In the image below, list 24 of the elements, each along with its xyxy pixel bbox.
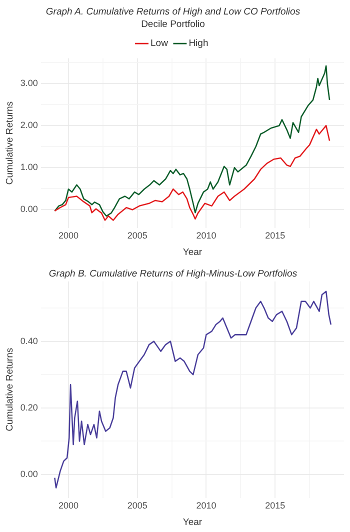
y-axis-title: Cumulative Returns <box>4 348 16 432</box>
y-tick-label: 0.00 <box>20 204 38 214</box>
y-axis-title: Cumulative Returns <box>4 101 16 185</box>
x-tick-label: 2000 <box>58 500 78 511</box>
x-tick-label: 2015 <box>265 230 286 241</box>
legend-label: High <box>188 38 208 50</box>
y-tick-label: 0.00 <box>20 468 38 479</box>
y-tick-label: 2.00 <box>20 120 38 130</box>
y-tick-label: 0.40 <box>20 336 38 346</box>
x-tick-label: 2015 <box>265 500 286 511</box>
y-tick-label: 0.20 <box>20 402 38 412</box>
chart-title: Graph B. Cumulative Returns of High-Minus-Low Portfolios <box>48 268 298 280</box>
y-tick-label: 3.00 <box>20 78 38 88</box>
legend-title: Decile Portfolio <box>141 18 205 30</box>
x-tick-label: 2000 <box>58 230 78 241</box>
x-axis-title: Year <box>182 516 202 528</box>
legend-label: Low <box>150 38 168 50</box>
x-tick-label: 2005 <box>127 230 148 241</box>
chart-title: Graph A. Cumulative Returns of High and Low CO Portfolios <box>46 6 300 18</box>
x-tick-label: 2010 <box>196 230 216 241</box>
x-tick-label: 2010 <box>196 500 216 511</box>
x-tick-label: 2005 <box>127 500 148 511</box>
x-axis-title: Year <box>182 246 202 258</box>
y-tick-label: 1.00 <box>20 162 38 172</box>
